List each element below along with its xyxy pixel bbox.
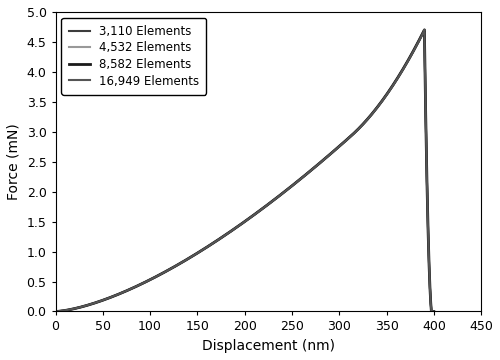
Line: 3,110 Elements: 3,110 Elements <box>56 30 434 311</box>
3,110 Elements <box>392 80 398 85</box>
16,949 Elements <box>431 309 437 314</box>
8,582 Elements <box>422 28 428 32</box>
8,582 Elements <box>392 80 398 85</box>
3,110 Elements <box>431 309 437 314</box>
16,949 Elements <box>53 309 59 314</box>
3,110 Elements <box>52 309 59 314</box>
3,110 Elements <box>216 237 222 242</box>
8,582 Elements <box>424 158 430 162</box>
Y-axis label: Force (mN): Force (mN) <box>7 123 21 200</box>
4,532 Elements <box>428 298 434 303</box>
8,582 Elements <box>216 237 222 242</box>
X-axis label: Displacement (nm): Displacement (nm) <box>202 339 335 353</box>
4,532 Elements <box>431 309 437 314</box>
4,532 Elements <box>198 248 204 253</box>
4,532 Elements <box>180 260 186 264</box>
16,949 Elements <box>422 28 428 32</box>
Line: 4,532 Elements: 4,532 Elements <box>56 30 434 311</box>
16,949 Elements <box>392 80 398 84</box>
4,532 Elements <box>424 158 430 162</box>
8,582 Elements <box>52 309 59 314</box>
16,949 Elements <box>198 248 204 253</box>
Legend: 3,110 Elements, 4,532 Elements, 8,582 Elements, 16,949 Elements: 3,110 Elements, 4,532 Elements, 8,582 El… <box>62 18 206 95</box>
8,582 Elements <box>428 298 434 303</box>
4,532 Elements <box>428 309 434 314</box>
3,110 Elements <box>179 260 185 265</box>
3,110 Elements <box>428 298 434 303</box>
8,582 Elements <box>198 249 204 253</box>
3,110 Elements <box>422 28 428 32</box>
16,949 Elements <box>428 298 434 303</box>
4,532 Elements <box>392 80 398 84</box>
4,532 Elements <box>422 28 428 32</box>
Line: 8,582 Elements: 8,582 Elements <box>56 30 434 311</box>
16,949 Elements <box>424 158 430 162</box>
16,949 Elements <box>216 237 222 241</box>
4,532 Elements <box>53 309 59 314</box>
8,582 Elements <box>431 309 437 314</box>
8,582 Elements <box>179 260 185 265</box>
3,110 Elements <box>198 249 204 253</box>
4,532 Elements <box>216 237 222 241</box>
16,949 Elements <box>428 309 434 314</box>
16,949 Elements <box>179 260 185 264</box>
Line: 16,949 Elements: 16,949 Elements <box>56 30 434 311</box>
3,110 Elements <box>424 158 430 162</box>
